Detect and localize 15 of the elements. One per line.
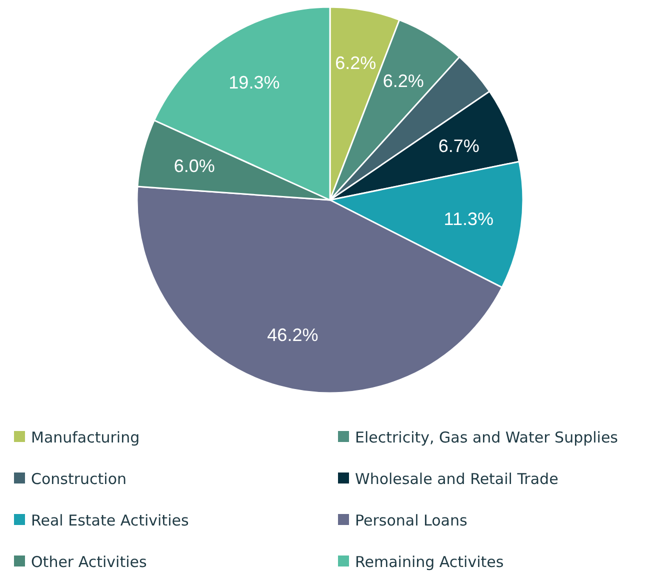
data-label: 6.7% bbox=[438, 136, 480, 156]
legend-label: Remaining Activites bbox=[355, 552, 504, 571]
data-label: 6.0% bbox=[174, 156, 215, 176]
legend-label: Wholesale and Retail Trade bbox=[355, 470, 558, 488]
legend-label: Construction bbox=[31, 470, 127, 488]
legend-label: Real Estate Activities bbox=[31, 511, 189, 530]
data-label: 6.2% bbox=[335, 52, 376, 73]
data-label: 46.2% bbox=[267, 325, 318, 346]
data-label: 19.3% bbox=[228, 72, 280, 93]
data-label: 6.2% bbox=[382, 71, 424, 92]
legend-label: Electricity, Gas and Water Supplies bbox=[355, 428, 618, 446]
legend-label: Personal Loans bbox=[355, 511, 468, 530]
data-label: 11.3% bbox=[444, 209, 494, 230]
legend-label: Other Activities bbox=[31, 552, 147, 571]
legend-label: Manufacturing bbox=[31, 428, 140, 446]
